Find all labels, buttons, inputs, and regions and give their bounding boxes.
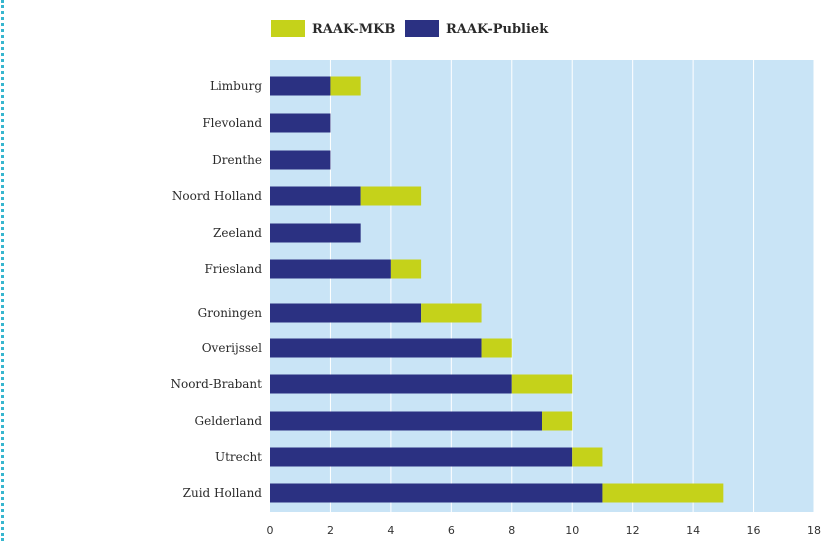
x-tick-label-16: 16 — [747, 524, 761, 537]
bar-zuid-holland-raak-publiek — [270, 483, 603, 503]
bar-overijssel-raak-publiek — [270, 338, 482, 358]
category-label-zuid-holland: Zuid Holland — [183, 486, 263, 500]
bar-groningen-raak-mkb — [421, 303, 482, 323]
category-label-zeeland: Zeeland — [213, 226, 262, 240]
x-tick-label-8: 8 — [508, 524, 515, 537]
bar-gelderland-raak-publiek — [270, 411, 542, 431]
category-label-noord-holland: Noord Holland — [172, 189, 262, 203]
category-label-noord-brabant: Noord-Brabant — [170, 377, 262, 391]
bars — [270, 76, 724, 503]
bar-gelderland-raak-mkb — [542, 411, 573, 431]
category-label-limburg: Limburg — [210, 79, 262, 93]
x-tick-label-14: 14 — [686, 524, 700, 537]
bar-utrecht-raak-mkb — [572, 447, 603, 467]
bar-flevoland-raak-publiek — [270, 113, 331, 133]
x-tick-label-12: 12 — [626, 524, 640, 537]
x-tick-label-6: 6 — [448, 524, 455, 537]
bar-groningen-raak-publiek — [270, 303, 422, 323]
legend-swatch-raak-publiek — [405, 20, 439, 37]
plot-area — [270, 60, 814, 512]
x-tick-label-18: 18 — [807, 524, 821, 537]
bar-overijssel-raak-mkb — [481, 338, 512, 358]
category-label-friesland: Friesland — [204, 262, 262, 276]
category-labels: Limburg Flevoland Drenthe Noord Holland Zeel… — [170, 79, 262, 500]
grid-lines — [329, 60, 815, 512]
bar-zuid-holland-raak-mkb — [602, 483, 724, 503]
x-axis-ticks: 0 2 4 6 8 10 12 14 16 18 — [267, 524, 822, 537]
category-label-drenthe: Drenthe — [212, 153, 262, 167]
bar-limburg-raak-mkb — [330, 76, 361, 96]
bar-noord-brabant-raak-publiek — [270, 374, 512, 394]
bar-zeeland-raak-publiek — [270, 223, 361, 243]
bar-utrecht-raak-publiek — [270, 447, 573, 467]
category-label-overijssel: Overijssel — [202, 341, 262, 355]
bar-noord-holland-raak-mkb — [360, 186, 422, 206]
category-label-flevoland: Flevoland — [202, 116, 262, 130]
legend-swatch-raak-mkb — [271, 20, 305, 37]
category-label-utrecht: Utrecht — [215, 450, 262, 464]
x-tick-label-4: 4 — [387, 524, 394, 537]
x-tick-label-10: 10 — [565, 524, 579, 537]
bar-friesland-raak-mkb — [390, 259, 422, 279]
dotted-border — [1, 0, 4, 541]
legend-label-raak-mkb: RAAK-MKB — [312, 22, 395, 37]
bar-noord-brabant-raak-mkb — [511, 374, 573, 394]
x-tick-label-2: 2 — [327, 524, 334, 537]
category-label-groningen: Groningen — [198, 306, 263, 320]
bar-friesland-raak-publiek — [270, 259, 391, 279]
bar-limburg-raak-publiek — [270, 76, 331, 96]
x-tick-label-0: 0 — [267, 524, 274, 537]
category-label-gelderland: Gelderland — [195, 414, 263, 428]
legend-label-raak-publiek: RAAK-Publiek — [446, 22, 549, 37]
bar-drenthe-raak-publiek — [270, 150, 331, 170]
bar-noord-holland-raak-publiek — [270, 186, 361, 206]
legend: RAAK-MKB RAAK-Publiek — [271, 20, 549, 37]
